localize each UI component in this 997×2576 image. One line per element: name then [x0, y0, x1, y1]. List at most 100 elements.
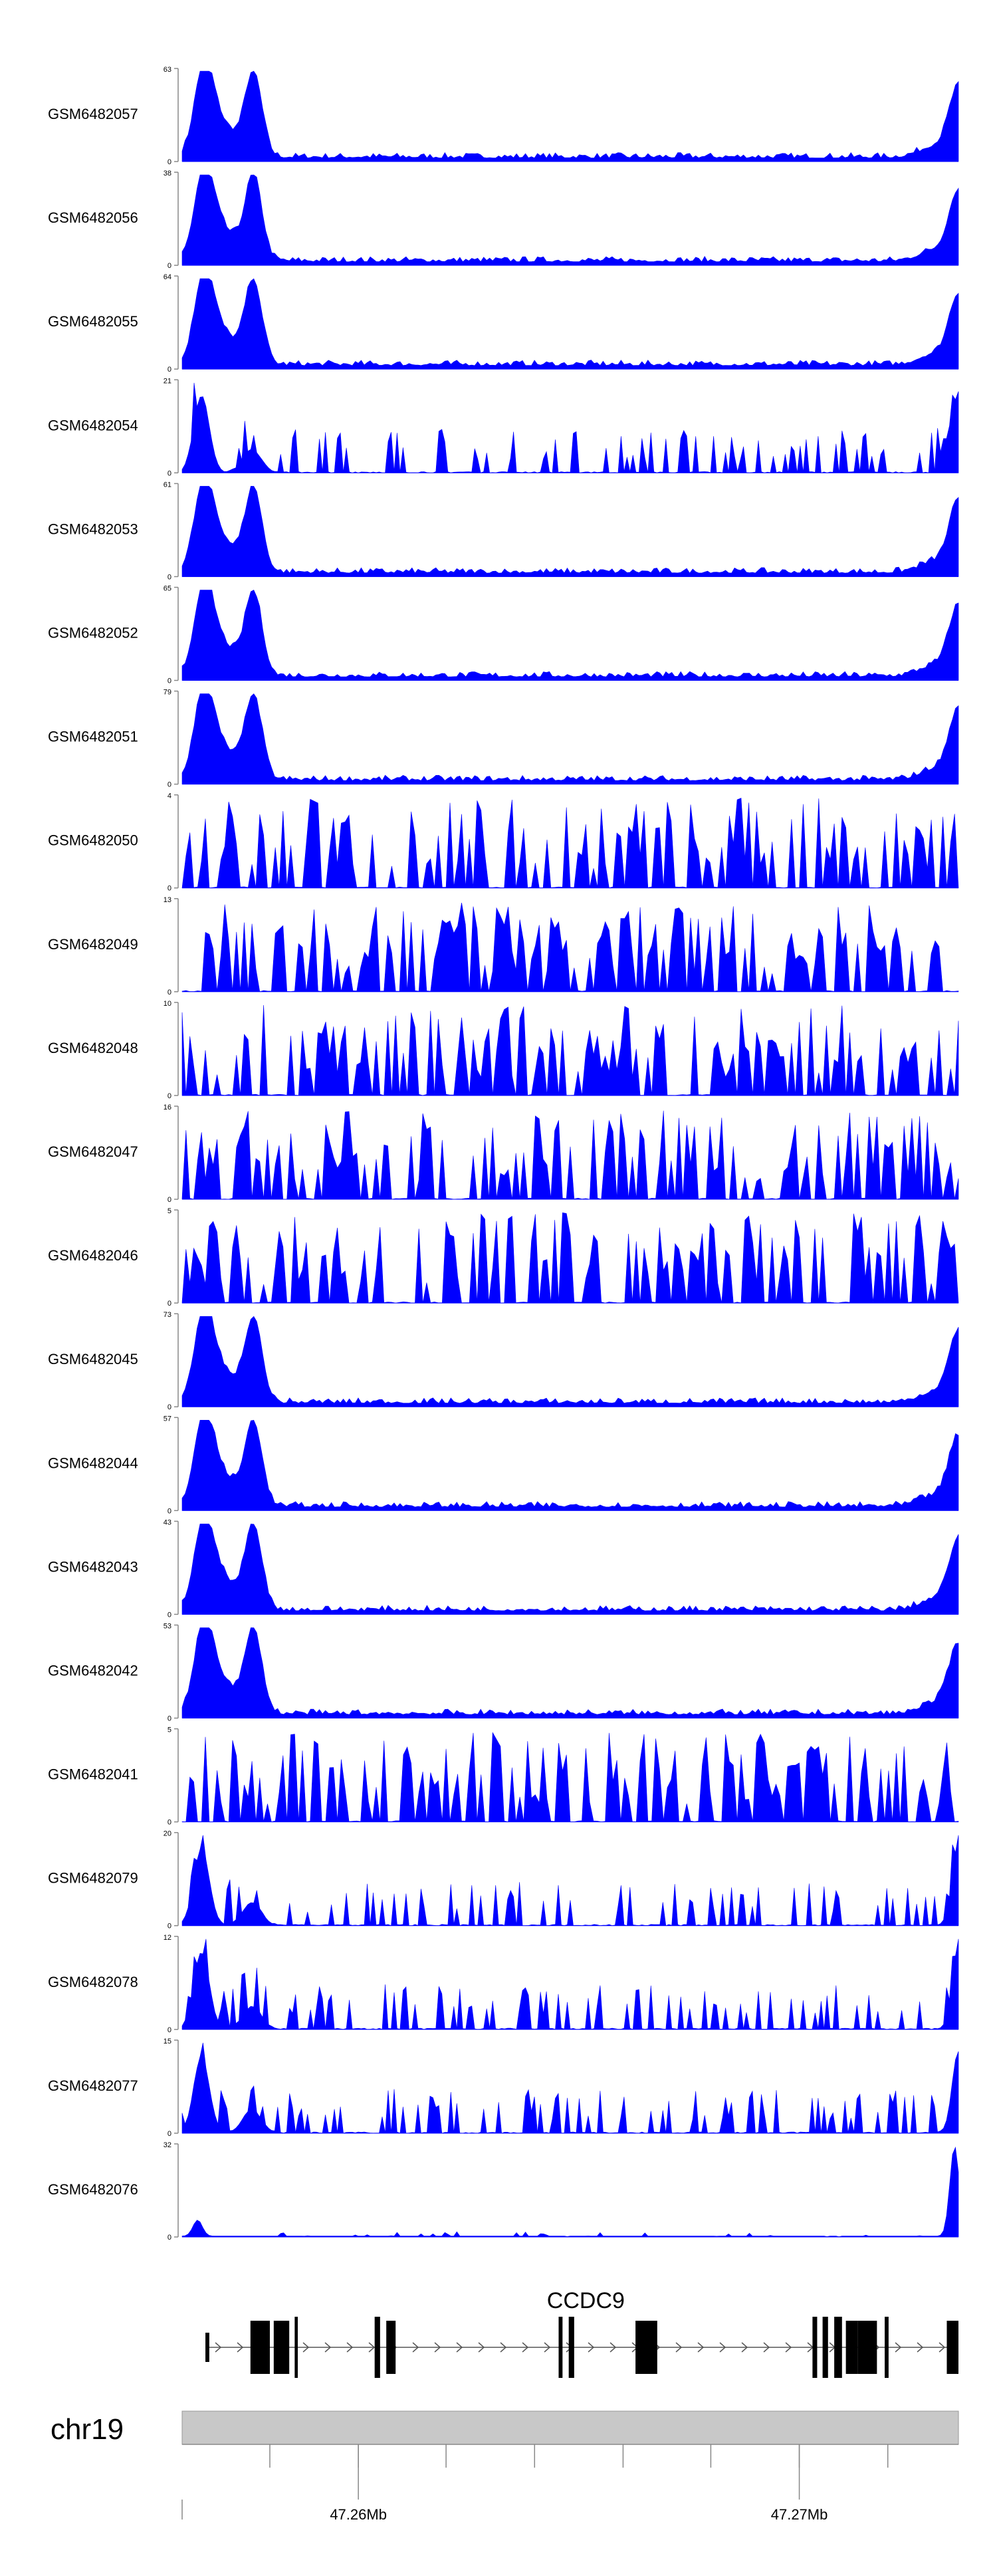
- y-min-label: 0: [167, 262, 171, 270]
- track-GSM6482052: GSM6482052 65 0: [48, 585, 959, 685]
- signal-area: [181, 1004, 959, 1096]
- signal-area: [181, 1212, 959, 1304]
- y-max-label: 4: [167, 792, 171, 800]
- exon: [822, 2317, 828, 2378]
- y-max-label: 57: [164, 1415, 171, 1423]
- strand-chevron: [478, 2342, 485, 2353]
- strand-chevron: [544, 2342, 551, 2353]
- y-min-label: 0: [167, 469, 171, 477]
- strand-chevron: [412, 2342, 419, 2353]
- track-label: GSM6482055: [48, 313, 138, 330]
- strand-chevron: [346, 2342, 354, 2353]
- track-GSM6482077: GSM6482077 15 0: [48, 2038, 959, 2138]
- strand-chevron: [741, 2342, 748, 2353]
- strand-chevron: [434, 2342, 441, 2353]
- signal-area: [181, 486, 959, 577]
- y-min-label: 0: [167, 781, 171, 789]
- y-min-label: 0: [167, 677, 171, 685]
- strand-chevron: [324, 2342, 332, 2353]
- track-label: GSM6482078: [48, 1974, 138, 1990]
- y-max-label: 61: [164, 481, 171, 489]
- y-min-label: 0: [167, 2130, 171, 2138]
- signal-area: [181, 1938, 959, 2030]
- exon: [857, 2321, 877, 2374]
- signal-area: [181, 798, 959, 889]
- strand-chevron: [609, 2342, 617, 2353]
- gene-name: CCDC9: [547, 2288, 625, 2313]
- track-GSM6482041: GSM6482041 5 0: [48, 1726, 959, 1827]
- signal-area: [181, 903, 959, 993]
- y-max-label: 5: [167, 1207, 171, 1215]
- y-min-label: 0: [167, 1819, 171, 1827]
- strand-chevron: [237, 2342, 244, 2353]
- track-GSM6482043: GSM6482043 43 0: [48, 1518, 959, 1619]
- strand-chevron: [675, 2342, 683, 2353]
- exon: [845, 2321, 858, 2374]
- track-GSM6482078: GSM6482078 12 0: [48, 1934, 959, 2034]
- track-GSM6482044: GSM6482044 57 0: [48, 1415, 959, 1515]
- track-label: GSM6482043: [48, 1558, 138, 1575]
- exon: [386, 2321, 396, 2374]
- exon: [273, 2321, 290, 2374]
- track-GSM6482042: GSM6482042 53 0: [48, 1623, 959, 1723]
- strand-chevron: [785, 2342, 792, 2353]
- signal-area: [181, 70, 959, 162]
- strand-chevron: [522, 2342, 529, 2353]
- strand-chevron: [939, 2342, 946, 2353]
- y-max-label: 64: [164, 273, 171, 281]
- strand-chevron: [368, 2342, 376, 2353]
- strand-chevron: [895, 2342, 902, 2353]
- strand-chevron: [763, 2342, 770, 2353]
- track-GSM6482056: GSM6482056 38 0: [48, 170, 959, 270]
- track-label: GSM6482054: [48, 417, 138, 433]
- track-label: GSM6482049: [48, 936, 138, 953]
- track-label: GSM6482042: [48, 1663, 138, 1679]
- signal-area: [181, 693, 959, 784]
- strand-chevron: [456, 2342, 463, 2353]
- track-label: GSM6482046: [48, 1247, 138, 1264]
- strand-chevron: [302, 2342, 310, 2353]
- y-min-label: 0: [167, 158, 171, 166]
- y-max-label: 63: [164, 66, 171, 74]
- signal-area: [181, 1316, 959, 1407]
- signal-area: [181, 1835, 959, 1927]
- track-label: GSM6482051: [48, 729, 138, 745]
- signal-area: [181, 1419, 959, 1511]
- track-GSM6482049: GSM6482049 13 0: [48, 896, 959, 996]
- track-GSM6482045: GSM6482045 73 0: [48, 1311, 959, 1411]
- y-max-label: 79: [164, 689, 171, 697]
- signal-area: [181, 278, 959, 370]
- exon: [294, 2317, 298, 2378]
- signal-area: [181, 590, 959, 681]
- y-max-label: 38: [164, 170, 171, 177]
- track-label: GSM6482052: [48, 625, 138, 642]
- y-max-label: 53: [164, 1623, 171, 1631]
- exon: [205, 2333, 209, 2362]
- track-label: GSM6482056: [48, 209, 138, 226]
- ideogram-bar: [181, 2410, 959, 2445]
- track-label: GSM6482045: [48, 1351, 138, 1367]
- track-label: GSM6482050: [48, 832, 138, 849]
- track-GSM6482055: GSM6482055 64 0: [48, 273, 959, 374]
- y-min-label: 0: [167, 1300, 171, 1308]
- track-label: GSM6482041: [48, 1766, 138, 1783]
- strand-chevron: [215, 2342, 222, 2353]
- y-max-label: 16: [164, 1104, 171, 1112]
- exon: [812, 2317, 818, 2378]
- track-GSM6482048: GSM6482048 10 0: [48, 1000, 959, 1100]
- exon: [635, 2321, 657, 2374]
- track-GSM6482046: GSM6482046 5 0: [48, 1207, 959, 1308]
- strand-chevron: [588, 2342, 595, 2353]
- exon: [568, 2317, 574, 2378]
- track-GSM6482047: GSM6482047 16 0: [48, 1104, 959, 1204]
- track-label: GSM6482047: [48, 1143, 138, 1160]
- axis-tick-label: 47.27Mb: [771, 2506, 828, 2523]
- y-max-label: 10: [164, 1000, 171, 1008]
- signal-area: [181, 1524, 959, 1615]
- y-min-label: 0: [167, 1715, 171, 1723]
- track-label: GSM6482079: [48, 1870, 138, 1887]
- strand-chevron: [917, 2342, 924, 2353]
- y-min-label: 0: [167, 1403, 171, 1411]
